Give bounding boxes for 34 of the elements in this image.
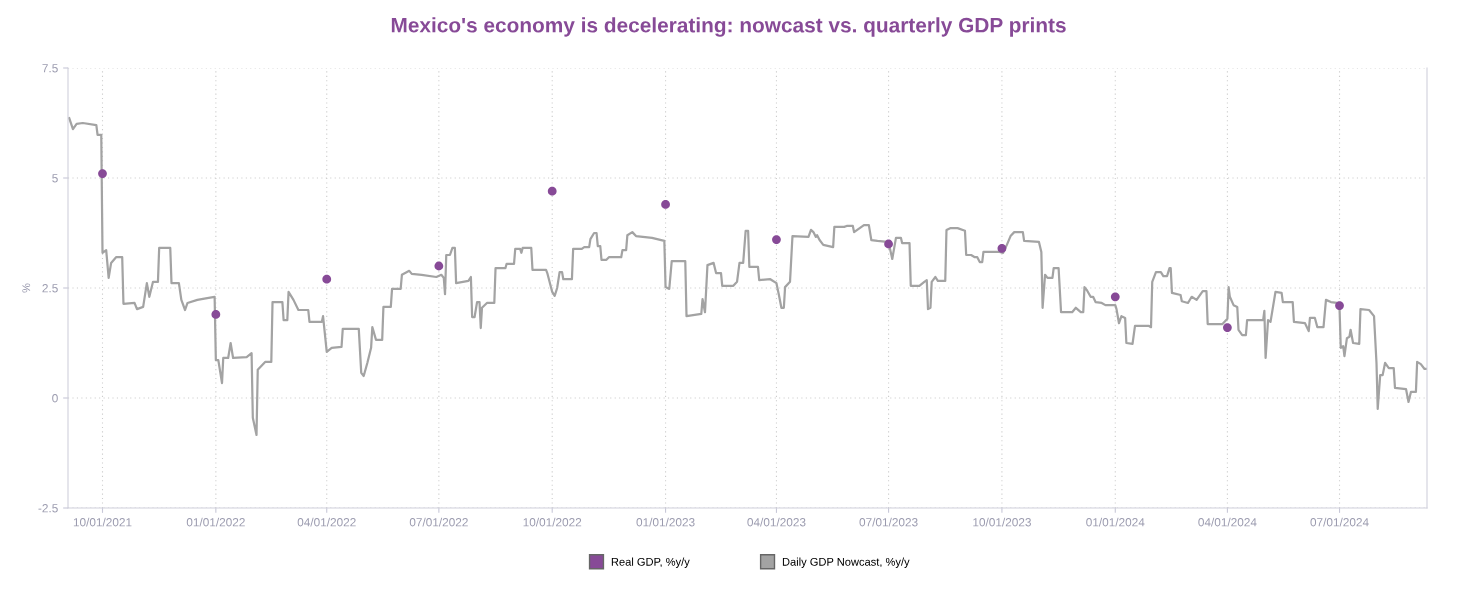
legend-label: Real GDP, %y/y: [611, 557, 690, 568]
point: [661, 200, 670, 209]
x-tick-label: 10/01/2022: [523, 517, 582, 527]
y-axis-title: %: [22, 283, 31, 293]
point: [434, 261, 444, 271]
y-tick-label: 2.5: [42, 284, 58, 293]
point: [1335, 301, 1344, 310]
y-tick-label: 5: [52, 174, 58, 183]
x-tick-label: 04/01/2024: [1198, 517, 1257, 527]
legend-label: Daily GDP Nowcast, %y/y: [782, 557, 910, 568]
point: [884, 239, 893, 249]
x-tick-label: 01/01/2023: [636, 517, 695, 527]
y-tick-label: 0: [52, 394, 58, 403]
point: [211, 310, 221, 319]
point: [772, 235, 781, 244]
x-tick-label: 10/01/2021: [73, 517, 132, 527]
x-tick-label: 04/01/2022: [297, 517, 356, 527]
x-tick-label: 01/01/2024: [1086, 517, 1145, 527]
x-tick-label: 07/01/2024: [1310, 517, 1369, 527]
x-tick-label: 07/01/2022: [409, 517, 468, 527]
point: [547, 186, 557, 196]
point: [322, 274, 332, 284]
point: [98, 169, 107, 178]
line-series: [68, 117, 1427, 437]
point: [1223, 323, 1232, 332]
x-tick-label: 01/01/2022: [186, 517, 245, 527]
point: [997, 244, 1007, 253]
y-tick-label: -2.5: [38, 504, 58, 513]
y-tick-label: 7.5: [42, 64, 58, 73]
x-tick-label: 07/01/2023: [859, 517, 918, 527]
chart-title: Mexico's economy is decelerating: nowcast vs. quarterly GDP prints: [391, 17, 1066, 37]
point: [1110, 292, 1120, 302]
x-tick-label: 10/01/2023: [973, 517, 1031, 527]
x-tick-label: 04/01/2023: [747, 517, 806, 527]
